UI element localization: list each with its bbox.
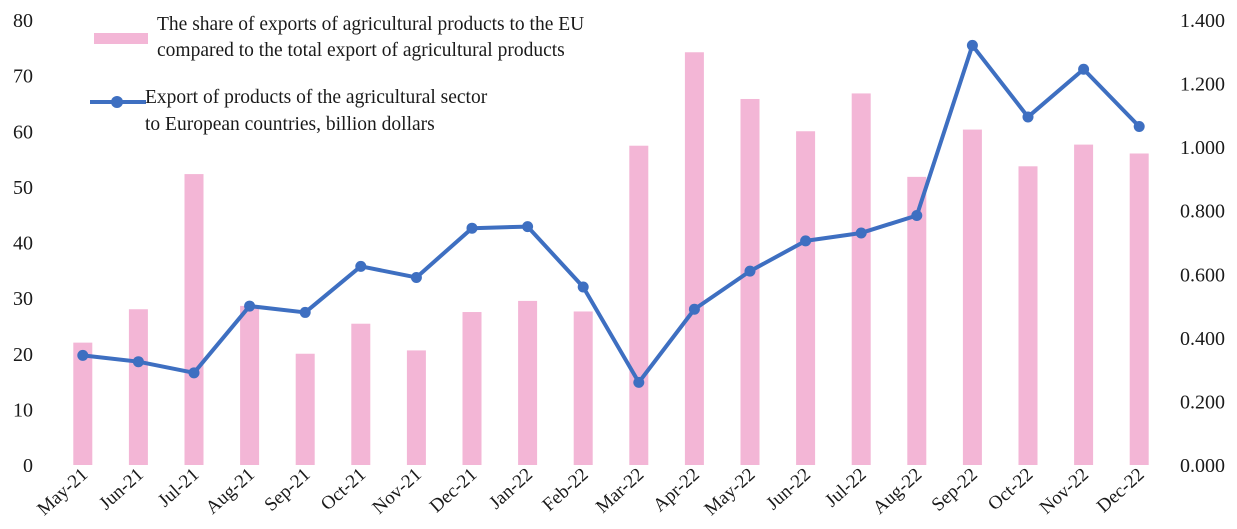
y-left-tick-label: 40 [13, 233, 33, 255]
bar [1129, 153, 1149, 465]
y-right-tick-label: 0.000 [1180, 455, 1225, 477]
x-tick-label: Jul-21 [154, 464, 203, 511]
bar [573, 311, 593, 465]
x-tick-label: Jan-22 [485, 464, 537, 514]
y-right-tick-label: 0.200 [1180, 391, 1225, 413]
y-right-tick-label: 0.800 [1180, 201, 1225, 223]
bar [962, 129, 982, 466]
line-point [1078, 63, 1090, 75]
x-tick-label: Dec-21 [426, 464, 482, 517]
line-point [1022, 111, 1034, 123]
bar [73, 342, 93, 465]
x-tick-label: Jun-21 [95, 464, 147, 514]
bar [1074, 144, 1094, 465]
bar [1018, 166, 1038, 465]
y-right-tick-label: 1.000 [1180, 137, 1225, 159]
line-point [855, 227, 867, 239]
y-left-axis: 0 10 20 30 40 50 60 70 80 [13, 10, 33, 477]
x-tick-label: Mar-22 [592, 464, 648, 517]
line-point [966, 39, 978, 51]
y-left-tick-label: 20 [13, 344, 33, 366]
x-tick-label: Apr-22 [649, 464, 704, 516]
bar [684, 52, 704, 465]
line-point [299, 306, 311, 318]
y-right-tick-label: 1.400 [1180, 10, 1225, 32]
legend-bar-swatch [94, 33, 148, 44]
bar [629, 145, 649, 465]
x-tick-label: Feb-22 [538, 464, 592, 516]
legend-bar-label-line2: compared to the total export of agricult… [157, 40, 565, 61]
line-point [466, 222, 478, 234]
bar [796, 131, 816, 465]
x-tick-label: Jul-22 [821, 464, 870, 511]
line-point [355, 260, 367, 272]
x-tick-label: May-22 [701, 464, 760, 520]
line-point [911, 209, 923, 221]
series-line [80, 43, 1142, 385]
bar [240, 305, 260, 465]
bar [518, 300, 538, 465]
y-left-tick-label: 70 [13, 66, 33, 88]
legend-line-label-line1: Export of products of the agricultural s… [145, 87, 488, 108]
line-point [1133, 120, 1145, 132]
x-tick-label: Nov-21 [369, 464, 426, 518]
bar [351, 323, 371, 465]
y-left-tick-label: 50 [13, 177, 33, 199]
line-point [77, 349, 89, 361]
y-left-tick-label: 60 [13, 121, 33, 143]
y-left-tick-label: 80 [13, 10, 33, 32]
legend-line-label-line2: to European countries, billion dollars [145, 114, 435, 135]
line-point [132, 356, 144, 368]
bar [184, 174, 204, 466]
y-left-tick-label: 0 [23, 455, 33, 477]
x-tick-label: Oct-22 [984, 464, 1037, 515]
x-tick-label: Nov-22 [1036, 464, 1093, 518]
x-tick-label: Aug-21 [202, 464, 259, 518]
bar [295, 353, 315, 465]
bar [740, 98, 760, 466]
y-left-tick-label: 30 [13, 288, 33, 310]
bar [907, 176, 927, 466]
x-tick-label: Jun-22 [762, 464, 814, 514]
x-tick-label: Oct-21 [317, 464, 370, 515]
y-right-tick-label: 1.200 [1180, 74, 1225, 96]
bar [851, 93, 871, 466]
x-tick-label: May-21 [33, 464, 92, 520]
y-left-tick-label: 10 [13, 399, 33, 421]
y-right-axis: 0.000 0.200 0.400 0.600 0.800 1.000 1.200 1.400 [1180, 10, 1225, 477]
x-tick-label: Dec-22 [1093, 464, 1149, 517]
bar [406, 350, 426, 465]
x-tick-label: Sep-22 [928, 464, 982, 516]
line-series [77, 39, 1145, 388]
line-point [244, 300, 256, 312]
line-point [522, 221, 534, 233]
line-point [633, 376, 645, 388]
bar-series [73, 52, 1149, 466]
y-right-tick-label: 0.600 [1180, 264, 1225, 286]
line-point [800, 235, 812, 247]
legend-line-marker [111, 96, 123, 108]
legend-bar-label-line1: The share of exports of agricultural pro… [157, 14, 585, 35]
x-tick-label: Aug-22 [869, 464, 926, 518]
line-point [744, 265, 756, 277]
line-point [188, 367, 200, 379]
bar [462, 312, 482, 465]
y-right-tick-label: 0.400 [1180, 328, 1225, 350]
line-point [577, 281, 589, 293]
x-tick-label: Sep-21 [260, 464, 314, 516]
line-point [410, 271, 422, 283]
line-point [688, 303, 700, 315]
bar [128, 309, 148, 465]
